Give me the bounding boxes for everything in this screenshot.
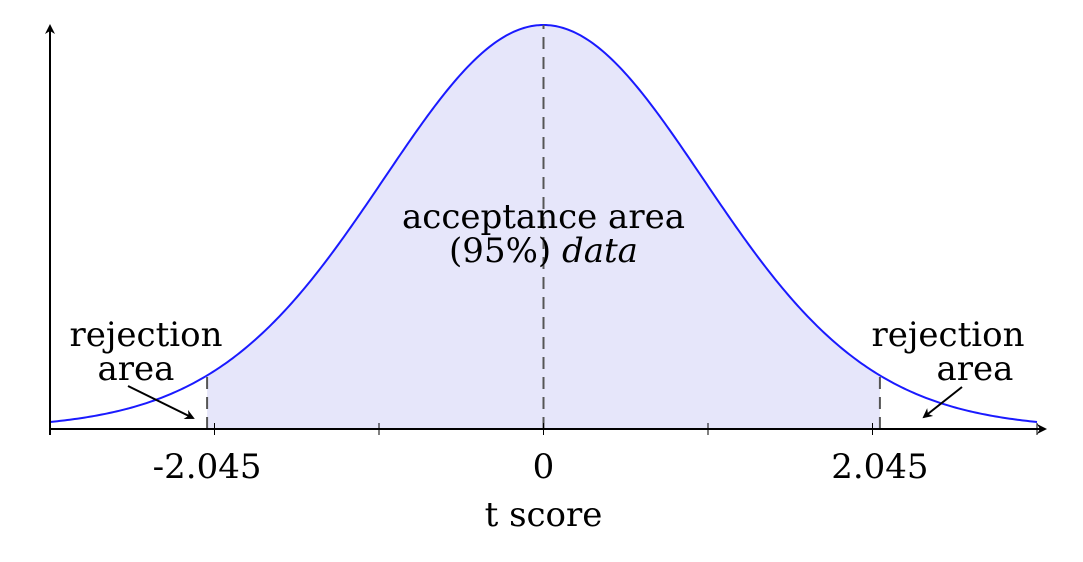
x-axis-ticks [49,423,1038,435]
left-rejection-label-line2: area [98,349,175,389]
acceptance-area-label: acceptance area [402,197,685,237]
right-rejection-label-line1: rejection [872,315,1025,355]
left-rejection-arrow [127,385,195,419]
right-rejection-label-line2: area [937,349,1014,389]
left-rejection-label-line1: rejection [70,315,223,355]
x-tick-label: 0 [533,447,555,487]
x-tick-label: -2.045 [153,447,262,487]
x-tick-labels: -2.045 0 2.045 [153,447,929,487]
right-rejection-arrow [922,386,963,419]
acceptance-area-percent: (95%) data [449,231,638,271]
x-tick-label: 2.045 [831,447,928,487]
x-axis-label: t score [485,495,603,535]
acceptance-percent-text: (95%) [449,231,551,271]
acceptance-data-text: data [562,231,638,271]
